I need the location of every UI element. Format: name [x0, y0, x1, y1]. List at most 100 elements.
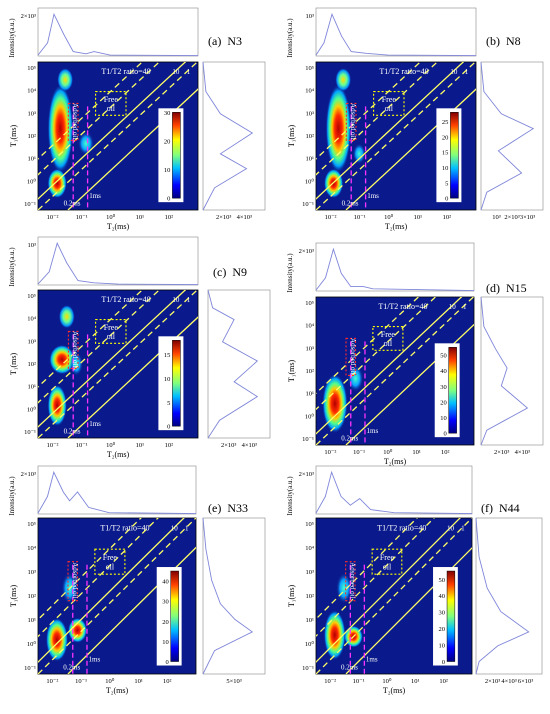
- right-profile-tick: 3×10³: [520, 214, 535, 221]
- free-oil-label-2: oil: [385, 104, 394, 113]
- top-profile-tick: 10³: [28, 242, 37, 249]
- cutoff-1ms-label: 1ms: [89, 192, 101, 200]
- panel-label: (f) N44: [481, 501, 520, 515]
- cutoff-02ms-label: 0.2ms: [342, 200, 359, 208]
- ratio-line-1: [345, 323, 474, 445]
- colorbar: [172, 340, 181, 427]
- free-oil-label-2: oil: [383, 562, 392, 571]
- ratio-label: T1/T2 ratio=40: [101, 295, 150, 304]
- x-tick-label: 10²: [439, 678, 448, 685]
- adsorbed-oil-box: [345, 102, 357, 141]
- adsorbed-oil-box: [67, 330, 79, 369]
- y-tick-label: 10⁰: [305, 412, 315, 420]
- y-tick-label: 10²: [28, 133, 37, 140]
- cutoff-1ms-label: 1ms: [367, 427, 379, 435]
- y-tick-label: 10³: [28, 110, 37, 117]
- ratio-line-40: [38, 290, 161, 404]
- x-tick-label: 10⁻¹: [76, 442, 88, 449]
- x-axis-label: T₂(ms): [385, 222, 408, 231]
- top-profile-box: [315, 242, 475, 292]
- x-axis-label: T₂(ms): [107, 222, 130, 231]
- y-axis-label: T₁(ms): [9, 124, 18, 147]
- right-profile-tick: 2×10³: [221, 442, 236, 449]
- top-profile-box: [37, 465, 197, 515]
- colorbar-tick-label: 20: [162, 619, 169, 626]
- colorbar-tick-label: 10: [164, 167, 171, 174]
- x-tick-label: 10¹: [134, 678, 143, 685]
- top-profile-curve: [315, 12, 477, 57]
- signal-blob: [322, 373, 348, 434]
- y-tick-label: 10¹: [28, 384, 37, 391]
- y-tick-label: 10¹: [28, 617, 37, 624]
- free-oil-label-1: Free: [104, 95, 119, 104]
- top-profile-curve: [315, 247, 475, 292]
- y-tick-label: 10³: [306, 569, 315, 576]
- y-tick-label: 10⁵: [305, 521, 314, 528]
- panel-letter: (c): [213, 265, 226, 279]
- ratio-1-label: 1: [465, 68, 469, 76]
- y-tick-label: 10⁵: [305, 65, 314, 72]
- ratio-10-label: 10: [172, 296, 180, 304]
- ratio-line-40-upper: [316, 297, 420, 395]
- panel-label: (e) N33: [208, 501, 248, 515]
- cutoff-02ms-label: 0.2ms: [64, 428, 81, 436]
- y-tick-label: 10⁵: [27, 65, 36, 72]
- right-profile-curve: [480, 61, 535, 211]
- signal-blob: [78, 131, 94, 156]
- cutoff-02ms-label: 0.2ms: [64, 200, 81, 208]
- adsorbed-oil-label: Adsorbed oil: [349, 103, 357, 139]
- ratio-1-label: 1: [461, 524, 465, 532]
- y-tick-label: 10³: [28, 569, 37, 576]
- right-profile-tick: 4×10³: [501, 678, 516, 685]
- x-tick-label: 10⁻¹: [353, 678, 365, 685]
- x-tick-label: 10²: [165, 214, 174, 221]
- y-tick-label: 10¹: [306, 617, 315, 624]
- colorbar-tick-label: 0: [442, 659, 445, 666]
- right-profile-tick: 6×10³: [518, 678, 533, 685]
- ratio-line-40-upper: [38, 62, 144, 160]
- right-profile-box: [202, 61, 266, 211]
- y-tick-label: 10¹: [28, 156, 37, 163]
- right-profile-box: [480, 296, 544, 446]
- signal-blob: [47, 384, 67, 427]
- top-profile-tick: 10³: [306, 13, 315, 20]
- right-profile-curve: [475, 517, 530, 675]
- panel-letter: (a): [208, 34, 221, 48]
- free-oil-label-1: Free: [382, 95, 397, 104]
- panel-letter: (b): [486, 34, 500, 48]
- y-tick-label: 10⁵: [27, 293, 36, 300]
- x-tick-label: 10¹: [412, 449, 421, 456]
- colorbar-tick-label: 25: [442, 119, 449, 126]
- signal-blob: [45, 617, 69, 662]
- x-axis-label: T₂(ms): [383, 686, 406, 695]
- ratio-line-1-upper: [316, 518, 461, 663]
- x-tick-label: 10⁰: [383, 448, 393, 456]
- sample-name: N8: [506, 34, 521, 48]
- colorbar-tick-label: 20: [440, 399, 447, 406]
- intensity-axis-label: Intensity(a.u.): [8, 247, 16, 287]
- ratio-line-10: [316, 297, 474, 445]
- y-tick-label: 10⁴: [305, 323, 315, 330]
- signal-blob: [335, 67, 352, 92]
- panel-label: (b) N8: [486, 34, 521, 48]
- y-axis-label: T₁(ms): [9, 352, 18, 375]
- intensity-axis-label: Intensity(a.u.): [8, 18, 16, 58]
- panel-letter: (e): [208, 501, 221, 515]
- adsorbed-oil-label: Adsorbed oil: [348, 562, 356, 598]
- free-oil-label-1: Free: [380, 553, 395, 562]
- colorbar-tick-label: 30: [162, 599, 169, 606]
- colorbar-tick-label: 10: [162, 639, 169, 646]
- y-tick-label: 10¹: [306, 156, 315, 163]
- x-tick-label: 10¹: [414, 214, 423, 221]
- ratio-line-1-upper: [316, 62, 465, 200]
- sample-name: N44: [499, 501, 520, 515]
- x-tick-label: 10⁻²: [46, 678, 58, 685]
- x-tick-label: 10⁰: [105, 677, 115, 685]
- signal-blob: [47, 168, 67, 199]
- y-tick-label: 10²: [306, 133, 315, 140]
- top-profile-curve: [37, 12, 199, 57]
